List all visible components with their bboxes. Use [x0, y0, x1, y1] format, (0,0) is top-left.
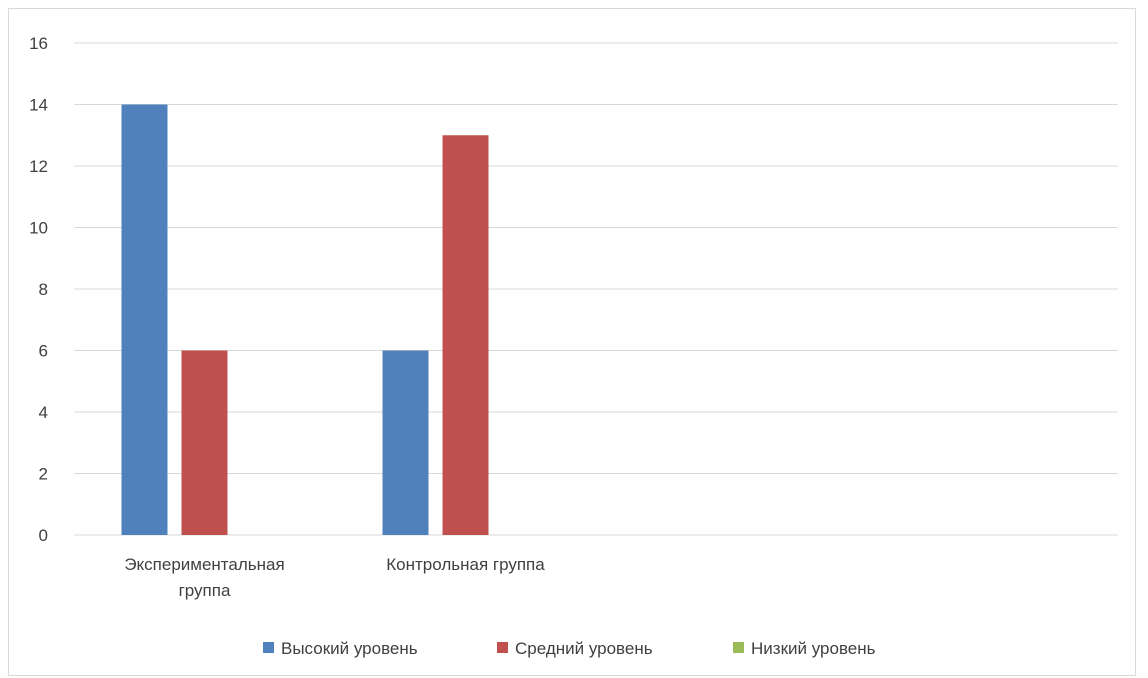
legend: Высокий уровень Средний уровень Низкий уро…: [263, 639, 876, 658]
y-tick-label: 10: [29, 219, 48, 238]
y-tick-label: 0: [39, 526, 48, 545]
legend-label: Высокий уровень: [281, 639, 418, 658]
y-tick-label: 4: [39, 403, 48, 422]
legend-label: Средний уровень: [515, 639, 653, 658]
chart-frame: [8, 8, 1136, 676]
legend-swatch: [497, 642, 508, 653]
y-axis: 0 2 4 6 8 10 12 14 16: [29, 34, 48, 545]
gridlines: [74, 42, 1118, 536]
y-tick-label: 8: [39, 280, 48, 299]
y-tick-label: 16: [29, 34, 48, 53]
legend-label: Низкий уровень: [751, 639, 876, 658]
bars: [121, 104, 489, 535]
bar-1-1: [121, 104, 168, 535]
legend-swatch: [733, 642, 744, 653]
y-tick-label: 2: [39, 465, 48, 484]
bar-2-1: [181, 350, 228, 535]
y-tick-label: 12: [29, 157, 48, 176]
x-category-label: группа: [179, 581, 231, 600]
bar-1-2: [382, 350, 429, 535]
x-axis-categories: Экспериментальная группа Контрольная групп…: [124, 555, 545, 600]
y-tick-label: 6: [39, 342, 48, 361]
bar-2-2: [442, 135, 489, 535]
y-tick-label: 14: [29, 96, 48, 115]
legend-swatch: [263, 642, 274, 653]
x-category-label: Контрольная группа: [386, 555, 545, 574]
x-category-label: Экспериментальная: [124, 555, 284, 574]
